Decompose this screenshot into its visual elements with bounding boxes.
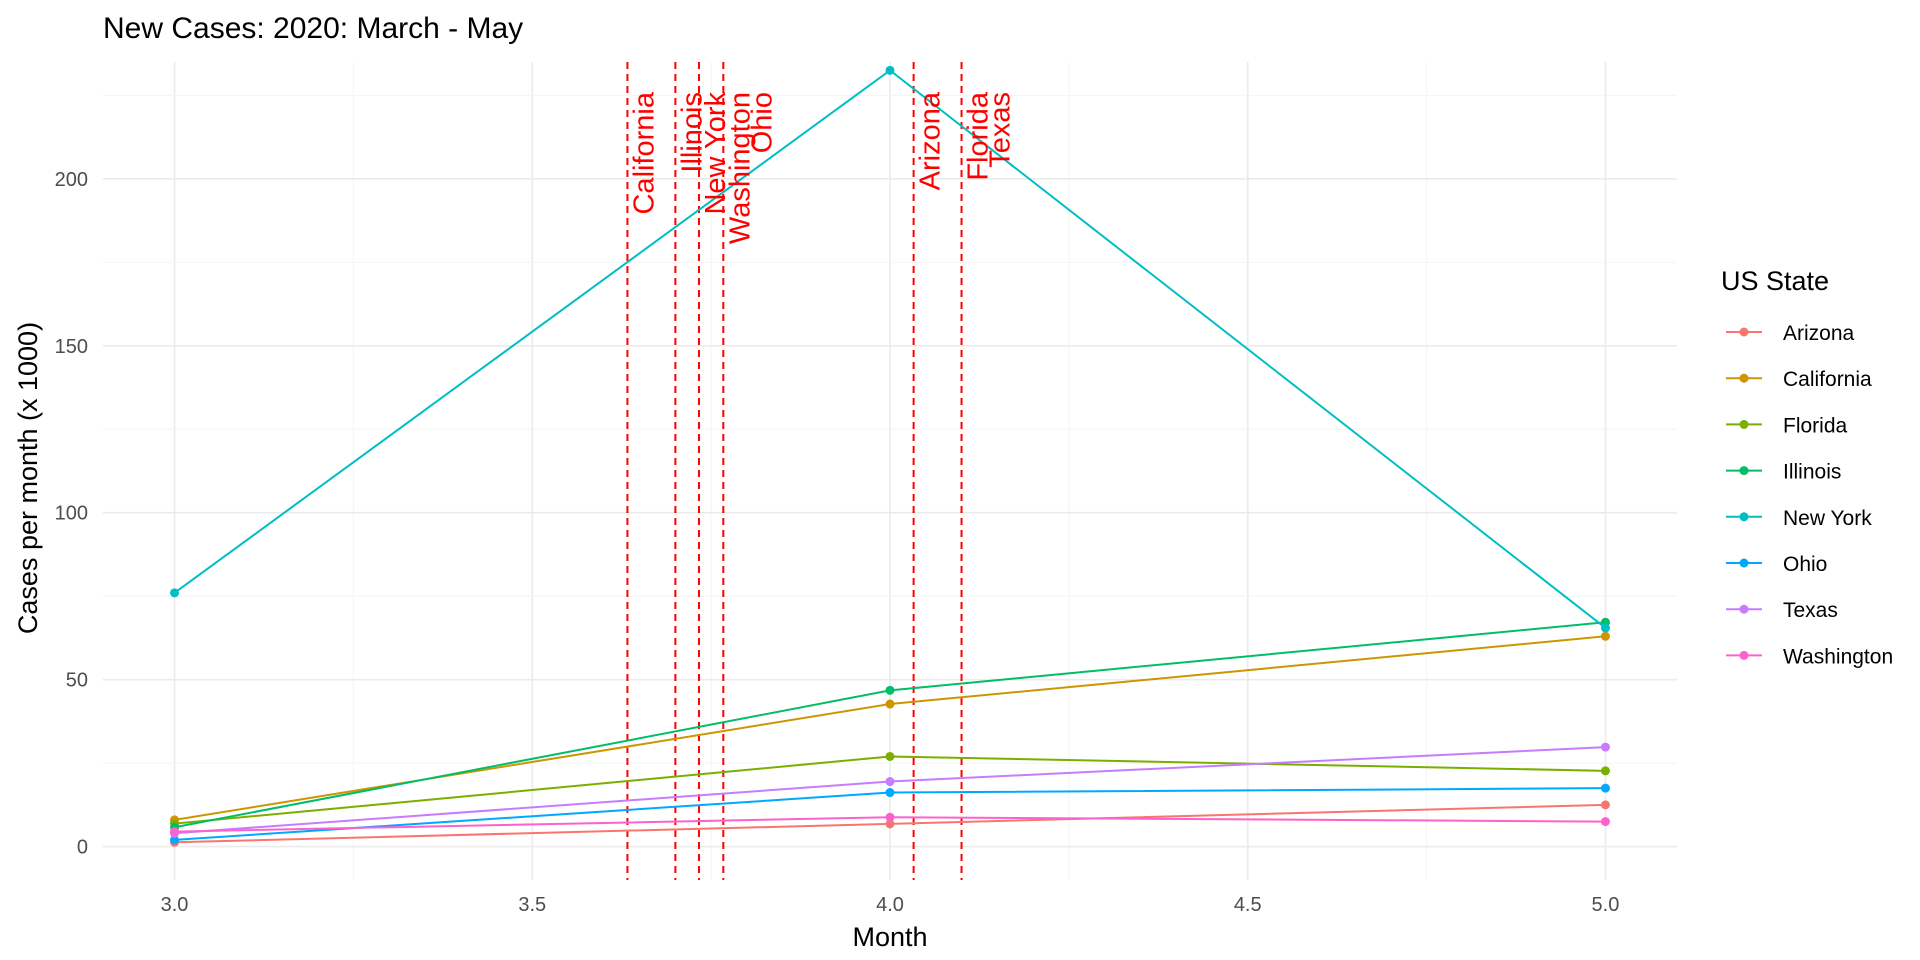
y-tick-labels: 0 50 100 150 200 <box>55 169 88 859</box>
annotation-label: California <box>628 91 660 214</box>
y-axis-label: Cases per month (x 1000) <box>13 322 43 634</box>
legend-item: Florida <box>1726 414 1848 437</box>
legend-label: Ohio <box>1783 553 1827 576</box>
x-tick-labels: 3.0 3.5 4.0 4.5 5.0 <box>161 894 1620 916</box>
x-tick-label: 3.5 <box>518 894 546 916</box>
legend-label: California <box>1783 368 1872 391</box>
data-point <box>885 812 895 822</box>
legend-key-point <box>1739 373 1749 383</box>
x-tick-label: 4.0 <box>876 894 904 916</box>
data-point <box>1600 783 1610 793</box>
data-point <box>885 685 895 695</box>
annotation-label: New York <box>700 92 732 215</box>
data-point <box>885 65 895 75</box>
legend-item: Washington <box>1726 645 1893 668</box>
data-point <box>1600 742 1610 752</box>
series-lines <box>170 65 1610 847</box>
data-point <box>1600 623 1610 633</box>
data-point <box>885 819 895 829</box>
legend-label: Arizona <box>1783 322 1855 345</box>
annotation-lines <box>626 62 963 880</box>
legend-label: Florida <box>1783 414 1848 437</box>
annotation-label: Florida <box>963 91 995 181</box>
annotation-label: Washington <box>724 92 756 244</box>
legend-key-point <box>1739 604 1749 614</box>
legend-item: Ohio <box>1726 553 1827 576</box>
chart-title: New Cases: 2020: March - May <box>103 12 523 45</box>
data-point <box>885 751 895 761</box>
x-tick-label: 3.0 <box>161 894 189 916</box>
data-point <box>885 699 895 709</box>
annotation-label: Illinois <box>676 92 708 173</box>
annotation-label: Ohio <box>746 92 778 153</box>
legend-label: Texas <box>1783 599 1838 622</box>
legend-key-point <box>1739 558 1749 568</box>
data-point <box>885 788 895 798</box>
y-tick-label: 200 <box>55 169 88 191</box>
legend-item: New York <box>1726 507 1872 530</box>
data-point <box>885 777 895 787</box>
legend-key-point <box>1739 512 1749 522</box>
legend-key-point <box>1739 466 1749 476</box>
legend-title: US State <box>1721 266 1829 296</box>
legend-key-point <box>1739 650 1749 660</box>
legend: US State Arizona California Florida Illinoi… <box>1721 266 1893 668</box>
x-tick-label: 4.5 <box>1234 894 1262 916</box>
y-tick-label: 50 <box>66 670 88 692</box>
y-tick-label: 0 <box>77 837 88 859</box>
legend-item: California <box>1726 368 1872 391</box>
legend-item: Arizona <box>1726 322 1855 345</box>
y-tick-label: 150 <box>55 336 88 358</box>
y-tick-label: 100 <box>55 503 88 525</box>
legend-label: Illinois <box>1783 461 1841 484</box>
data-point <box>170 835 180 845</box>
grid <box>103 62 1677 880</box>
legend-label: Washington <box>1783 645 1893 668</box>
annotation-label: Texas <box>985 92 1017 168</box>
data-point <box>1600 817 1610 827</box>
legend-item: Illinois <box>1726 461 1841 484</box>
legend-key-point <box>1739 327 1749 337</box>
legend-item: Texas <box>1726 599 1838 622</box>
annotation-label: Arizona <box>915 91 947 190</box>
data-point <box>170 827 180 837</box>
x-tick-label: 5.0 <box>1592 894 1620 916</box>
data-point <box>170 588 180 598</box>
x-axis-label: Month <box>852 922 927 952</box>
legend-label: New York <box>1783 507 1872 530</box>
data-point <box>1600 766 1610 776</box>
legend-key-point <box>1739 419 1749 429</box>
data-point <box>1600 631 1610 641</box>
data-point <box>1600 800 1610 810</box>
